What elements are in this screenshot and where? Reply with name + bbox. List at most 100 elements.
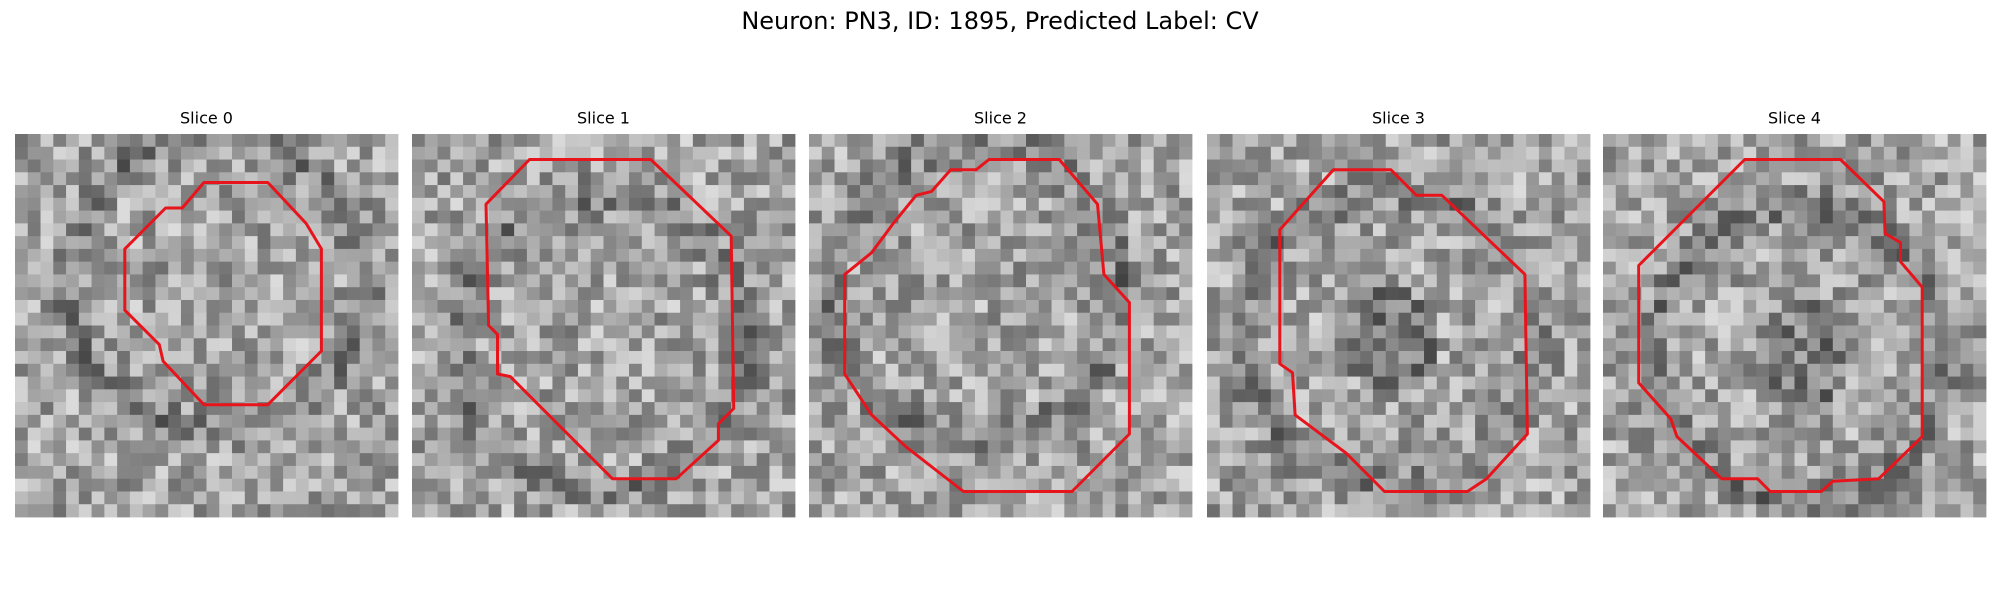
pixel bbox=[860, 389, 874, 403]
pixel bbox=[654, 248, 668, 263]
pixel bbox=[987, 197, 1001, 211]
pixel bbox=[1026, 504, 1040, 518]
pixel bbox=[1140, 299, 1155, 314]
pixel bbox=[1347, 236, 1361, 250]
pixel bbox=[1973, 389, 1987, 403]
pixel bbox=[1781, 465, 1795, 480]
pixel bbox=[346, 146, 361, 160]
pixel bbox=[923, 223, 938, 237]
pixel bbox=[1089, 134, 1104, 148]
pixel bbox=[1896, 248, 1910, 263]
pixel bbox=[1321, 248, 1336, 263]
pixel bbox=[1013, 185, 1027, 199]
pixel bbox=[1309, 197, 1323, 211]
pixel bbox=[1436, 210, 1450, 224]
pixel bbox=[1820, 427, 1834, 441]
pixel bbox=[743, 440, 758, 454]
pixel bbox=[834, 414, 848, 429]
pixel bbox=[1207, 134, 1221, 148]
pixel bbox=[1283, 261, 1297, 275]
pixel bbox=[860, 414, 874, 429]
pixel bbox=[1705, 363, 1719, 377]
pixel bbox=[1179, 210, 1193, 224]
pixel bbox=[308, 197, 322, 211]
pixel bbox=[692, 363, 707, 377]
pixel bbox=[1781, 261, 1795, 275]
pixel bbox=[206, 325, 220, 339]
pixel bbox=[654, 414, 668, 429]
pixel bbox=[654, 261, 668, 275]
pixel bbox=[78, 287, 92, 301]
pixel bbox=[1820, 287, 1834, 301]
pixel bbox=[705, 351, 719, 365]
pixel bbox=[1258, 478, 1272, 492]
pixel bbox=[936, 159, 950, 173]
pixel bbox=[1360, 223, 1374, 237]
pixel bbox=[1730, 197, 1744, 211]
pixel bbox=[911, 172, 925, 186]
pixel bbox=[129, 363, 144, 377]
pixel bbox=[1513, 159, 1527, 173]
pixel bbox=[1705, 261, 1719, 275]
pixel bbox=[1538, 504, 1553, 518]
pixel bbox=[1207, 351, 1221, 365]
pixel bbox=[168, 427, 182, 441]
pixel bbox=[40, 134, 54, 148]
pixel bbox=[321, 491, 335, 505]
pixel bbox=[1564, 261, 1578, 275]
pixel bbox=[385, 248, 399, 263]
pixel bbox=[372, 274, 386, 288]
pixel bbox=[1424, 453, 1438, 467]
pixel bbox=[437, 389, 451, 403]
slice-title: Slice 3 bbox=[1372, 109, 1425, 128]
pixel bbox=[346, 236, 361, 250]
pixel bbox=[654, 172, 668, 186]
pixel bbox=[1551, 376, 1565, 390]
pixel bbox=[590, 312, 604, 326]
pixel bbox=[860, 274, 874, 288]
pixel bbox=[308, 299, 322, 314]
pixel bbox=[1526, 287, 1540, 301]
pixel bbox=[104, 236, 118, 250]
pixel bbox=[1360, 210, 1374, 224]
pixel bbox=[743, 363, 758, 377]
pixel bbox=[731, 478, 745, 492]
pixel bbox=[1462, 440, 1476, 454]
pixel bbox=[1000, 185, 1014, 199]
pixel bbox=[1679, 185, 1693, 199]
pixel bbox=[565, 440, 579, 454]
pixel bbox=[987, 274, 1001, 288]
pixel bbox=[1475, 210, 1489, 224]
pixel bbox=[193, 338, 207, 352]
pixel bbox=[1973, 478, 1987, 492]
pixel bbox=[1153, 363, 1167, 377]
pixel bbox=[450, 414, 464, 429]
pixel bbox=[78, 236, 92, 250]
pixel bbox=[1436, 465, 1450, 480]
pixel bbox=[1692, 134, 1706, 148]
pixel bbox=[962, 363, 976, 377]
pixel bbox=[450, 389, 464, 403]
pixel bbox=[27, 376, 41, 390]
pixel bbox=[78, 325, 92, 339]
pixel bbox=[1487, 210, 1502, 224]
pixel bbox=[577, 478, 592, 492]
pixel bbox=[667, 261, 681, 275]
pixel bbox=[1896, 223, 1910, 237]
pixel bbox=[1768, 274, 1783, 288]
pixel bbox=[936, 312, 950, 326]
pixel bbox=[450, 351, 464, 365]
pixel bbox=[206, 185, 220, 199]
pixel bbox=[334, 236, 348, 250]
pixel bbox=[1153, 248, 1167, 263]
pixel bbox=[949, 338, 963, 352]
pixel bbox=[53, 351, 67, 365]
pixel bbox=[1871, 325, 1885, 339]
pixel bbox=[731, 261, 745, 275]
pixel bbox=[424, 389, 438, 403]
pixel bbox=[1820, 414, 1834, 429]
pixel bbox=[334, 134, 348, 148]
pixel bbox=[1038, 338, 1052, 352]
pixel bbox=[705, 185, 719, 199]
pixel bbox=[743, 299, 758, 314]
